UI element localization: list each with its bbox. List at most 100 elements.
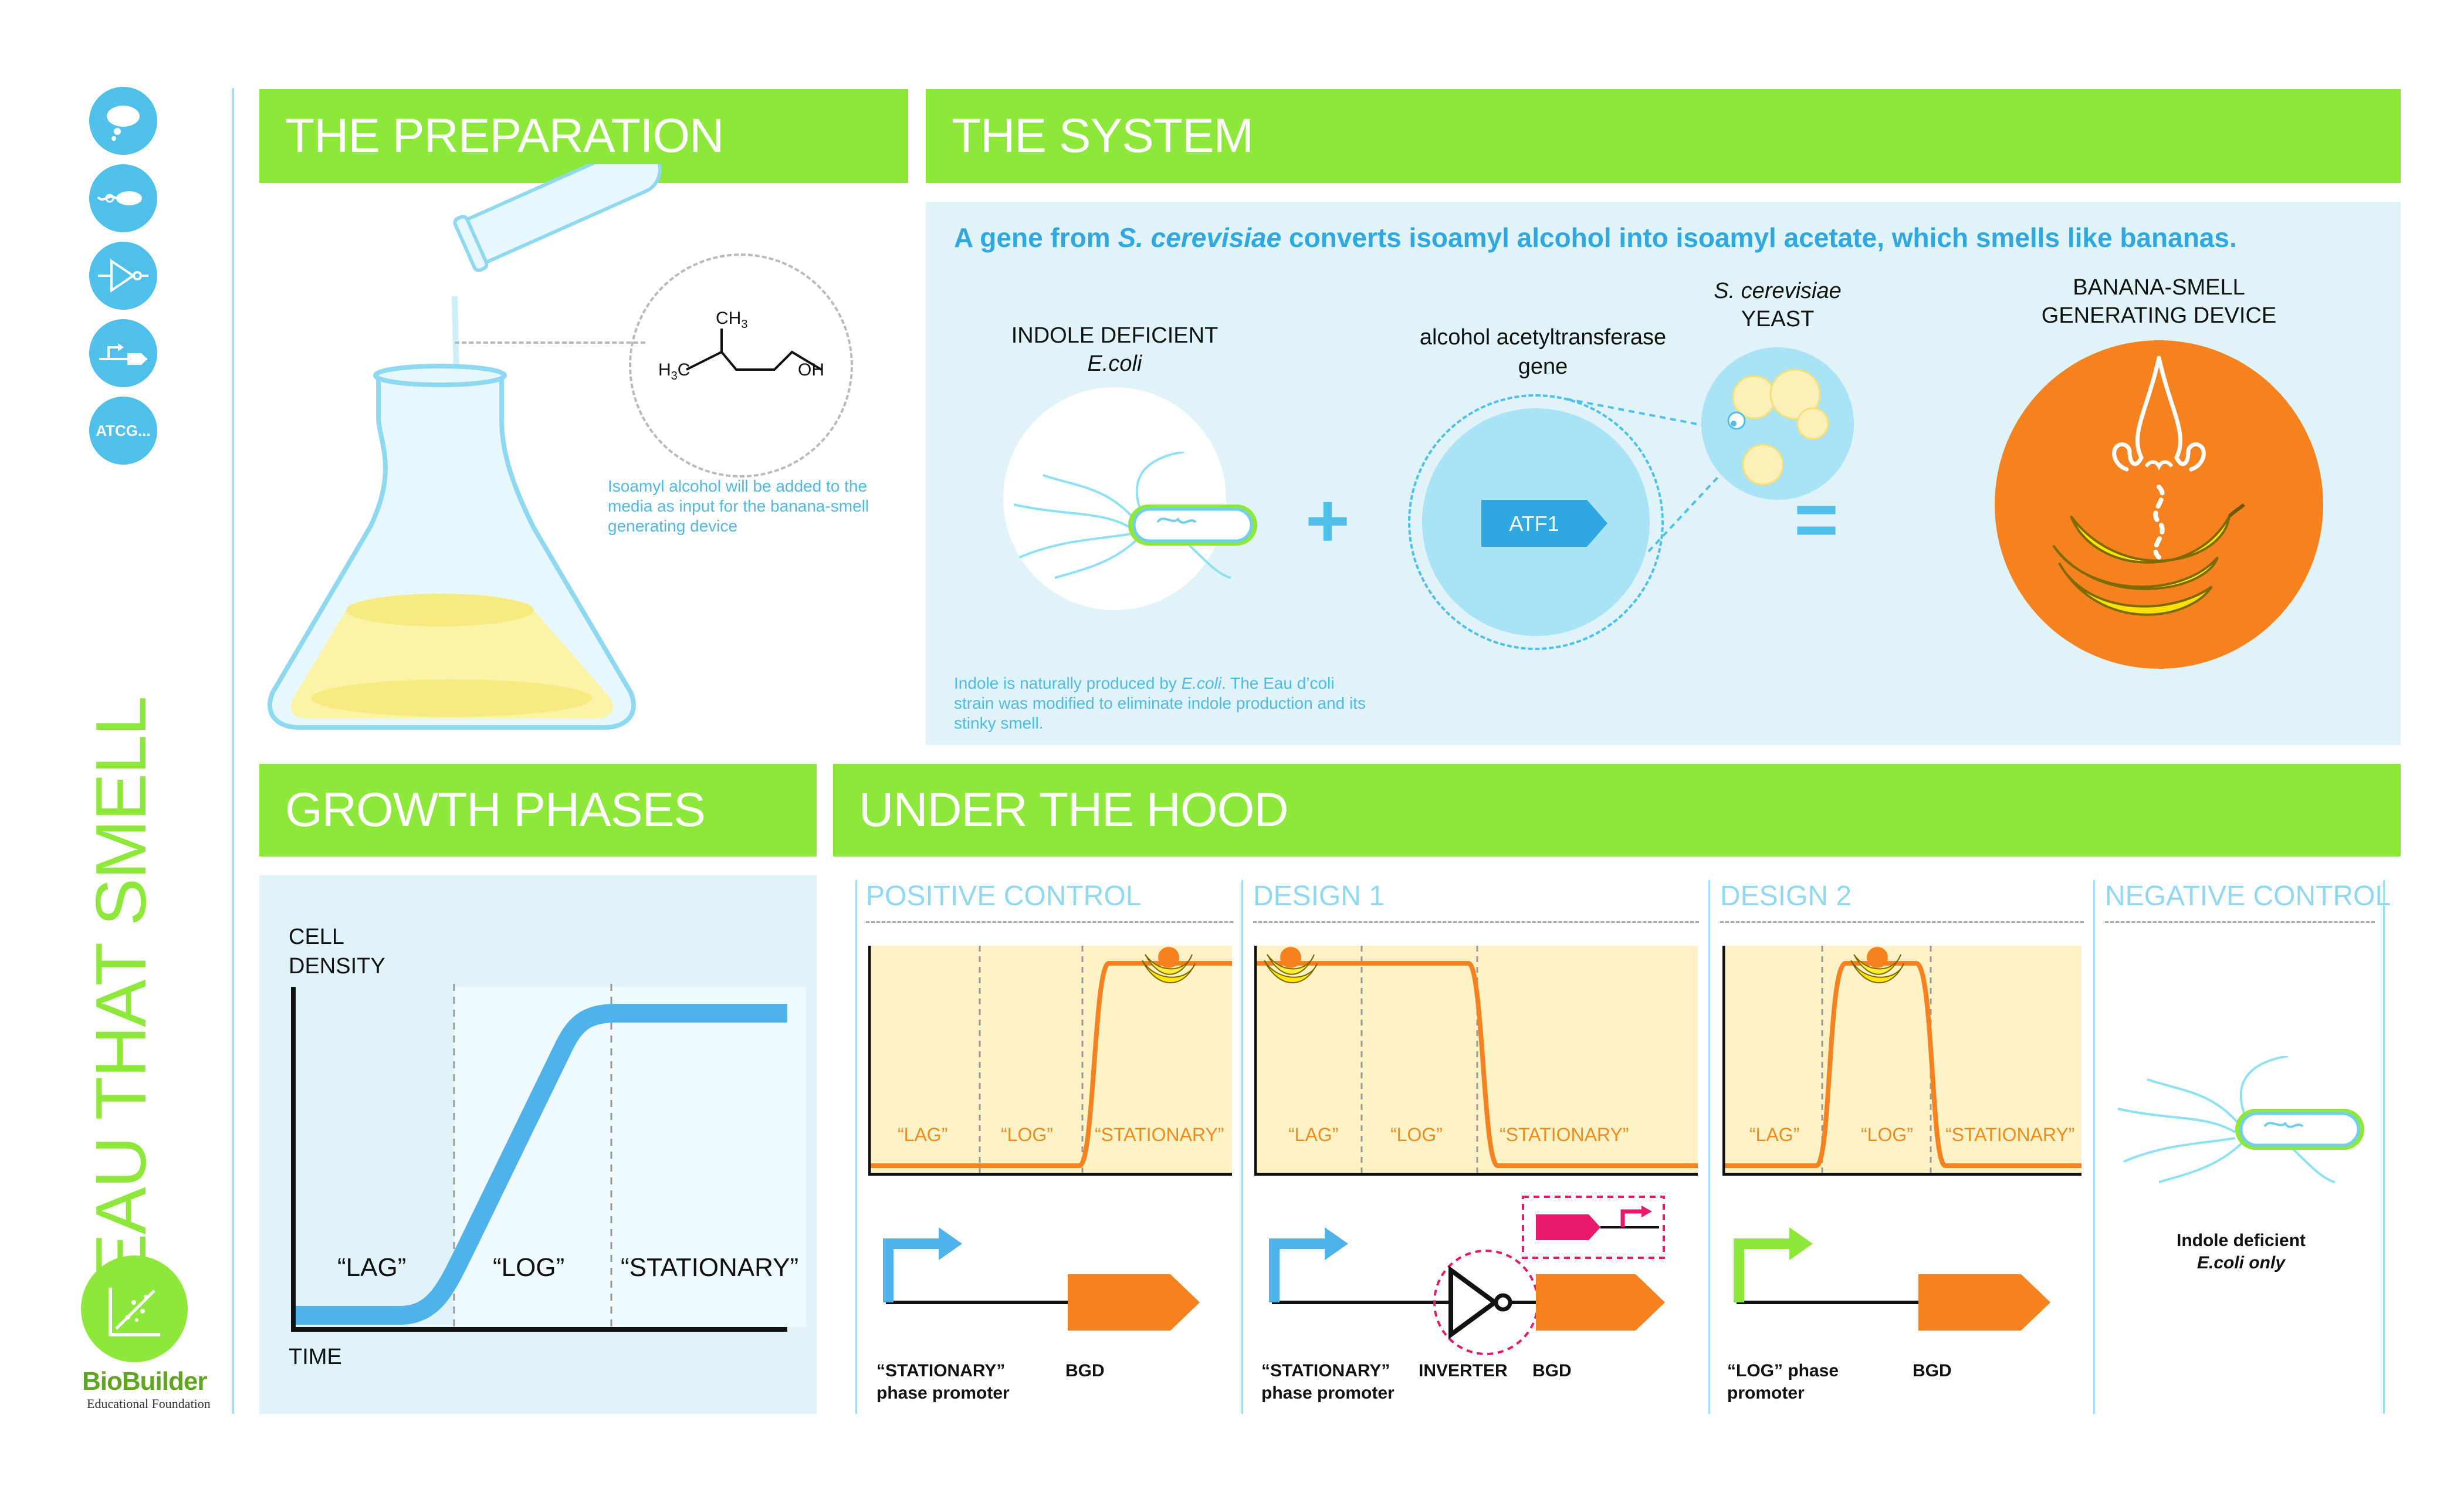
device-label-line2: GENERATING DEVICE xyxy=(2041,303,2277,328)
d2-promoter-line2: promoter xyxy=(1727,1383,1805,1403)
d2-phase-lag: “LAG” xyxy=(1749,1124,1800,1145)
plus-sign: + xyxy=(1305,478,1350,563)
biobuilder-logo-icon xyxy=(81,1255,188,1362)
preparation-title: THE PREPARATION xyxy=(285,109,724,163)
headline-pre: A gene from xyxy=(954,222,1118,253)
nc-note-line2: E.coli only xyxy=(2196,1253,2286,1272)
d1-phase-stationary: “STATIONARY” xyxy=(1500,1124,1629,1145)
sidebar-title: EAU THAT SMELL xyxy=(81,697,161,1281)
headline-post: converts isoamyl alcohol into isoamyl ac… xyxy=(1281,222,2237,253)
preparation-note: Isoamyl alcohol will be added to the med… xyxy=(608,477,869,535)
hood-title: UNDER THE HOOD xyxy=(859,783,1289,837)
positive-control-circuit xyxy=(883,1227,1200,1331)
h3c-label: H3C xyxy=(658,360,690,383)
growth-phase-lag: “LAG” xyxy=(337,1253,407,1282)
nose-banana-icon xyxy=(2052,356,2246,616)
growth-ylabel: CELL DENSITY xyxy=(289,922,385,981)
title-rule-4 xyxy=(2105,921,2375,923)
equals-sign: = xyxy=(1794,476,1839,562)
design-1-title: DESIGN 1 xyxy=(1253,881,1385,912)
ecoli-bacterium-icon xyxy=(1013,452,1257,579)
bacteria-icon[interactable] xyxy=(89,164,157,232)
ecoli-label-line1: INDOLE DEFICIENT xyxy=(1011,323,1219,348)
banana-icon xyxy=(1850,947,1904,984)
growth-title: GROWTH PHASES xyxy=(285,783,706,837)
banana-icon xyxy=(1264,947,1318,984)
d2-promoter-line1: “LOG” phase xyxy=(1727,1361,1839,1380)
ecoli-circle xyxy=(1003,387,1226,610)
d1-promoter-line2: phase promoter xyxy=(1261,1383,1395,1403)
pc-promoter-label: “STATIONARY” phase promoter xyxy=(876,1360,1010,1404)
ch3-subscript: 3 xyxy=(741,318,748,331)
hood-divider-1 xyxy=(855,880,857,1414)
yeast-connector-lines xyxy=(1566,398,1732,553)
design-2-circuit xyxy=(1734,1227,2050,1331)
d2-phase-stationary: “STATIONARY” xyxy=(1945,1124,2075,1145)
system-banner: THE SYSTEM xyxy=(926,89,2401,183)
hood-divider-5 xyxy=(2383,880,2385,1414)
growth-phase-log: “LOG” xyxy=(493,1253,565,1282)
hood-banner: UNDER THE HOOD xyxy=(833,764,2401,857)
thought-bubble-icon[interactable] xyxy=(89,87,157,155)
oh-label: OH xyxy=(798,360,824,380)
title-rule-3 xyxy=(1720,921,2084,923)
molecule-circle xyxy=(629,253,853,478)
growth-curve-chart xyxy=(291,984,806,1332)
atf1-label: ATF1 xyxy=(1509,512,1559,536)
ecoli-label-line2: E.coli xyxy=(1087,351,1142,376)
logo-brand: BioBuilder xyxy=(82,1367,207,1396)
atf1-gene-arrow xyxy=(1481,500,1607,547)
yeast-cells-icon xyxy=(1727,368,1829,486)
pc-phase-log: “LOG” xyxy=(1001,1124,1053,1145)
system-headline: A gene from S. cerevisiae converts isoam… xyxy=(954,222,2237,253)
sidebar-divider xyxy=(232,88,234,1414)
dna-icon-label: ATCG... xyxy=(96,421,151,439)
logo-subtitle: Educational Foundation xyxy=(87,1396,211,1411)
design-1-curve xyxy=(1254,946,1698,1176)
positive-control-title: POSITIVE CONTROL xyxy=(866,881,1142,912)
system-note-species: E.coli xyxy=(1181,674,1222,692)
gene-label-line2: gene xyxy=(1518,354,1568,379)
gene-dashed-ring xyxy=(1408,394,1664,650)
plasmid-icon[interactable] xyxy=(89,319,157,387)
system-title: THE SYSTEM xyxy=(952,109,1254,163)
yeast-label: S. cerevisiae YEAST xyxy=(1690,277,1866,333)
dna-sequence-icon[interactable]: ATCG... xyxy=(89,397,157,465)
banana-icon xyxy=(1142,947,1196,984)
positive-control-curve xyxy=(868,946,1232,1176)
pc-phase-lag: “LAG” xyxy=(898,1124,948,1145)
d2-promoter-label: “LOG” phase promoter xyxy=(1727,1360,1839,1404)
ecoli-bacterium-icon xyxy=(2117,1056,2364,1183)
growth-phase-stationary: “STATIONARY” xyxy=(621,1253,799,1282)
isoamyl-alcohol-structure xyxy=(686,329,823,371)
d2-phase-log: “LOG” xyxy=(1861,1124,1913,1145)
molecule-leader-line xyxy=(455,341,645,344)
device-label: BANANA-SMELL GENERATING DEVICE xyxy=(2006,273,2311,330)
d1-promoter-label: “STATIONARY” phase promoter xyxy=(1261,1360,1395,1404)
pc-promoter-line2: phase promoter xyxy=(876,1383,1010,1403)
title-rule-2 xyxy=(1253,921,1699,923)
d1-gene-label: BGD xyxy=(1532,1361,1572,1380)
negative-control-note: Indole deficient E.coli only xyxy=(2130,1230,2353,1274)
growth-ylabel-line1: CELL xyxy=(289,925,345,949)
title-rule-1 xyxy=(866,921,1233,923)
growth-xlabel: TIME xyxy=(289,1345,342,1369)
gene-label: alcohol acetyltransferase gene xyxy=(1396,323,1690,381)
device-label-line1: BANANA-SMELL xyxy=(2073,275,2245,300)
d1-promoter-line1: “STATIONARY” xyxy=(1261,1361,1390,1380)
hood-divider-2 xyxy=(1241,880,1243,1414)
d1-inverter-label: INVERTER xyxy=(1419,1361,1508,1380)
ecoli-label: INDOLE DEFICIENT E.coli xyxy=(997,321,1232,378)
headline-species: S. cerevisiae xyxy=(1118,222,1282,253)
hood-divider-4 xyxy=(2093,880,2095,1414)
nc-note-line1: Indole deficient xyxy=(2176,1231,2306,1250)
design-2-plot xyxy=(1722,946,2081,1176)
system-note-pre: Indole is naturally produced by xyxy=(954,674,1182,692)
ch3-text: CH xyxy=(716,309,742,328)
d2-gene-label: BGD xyxy=(1913,1361,1952,1380)
d1-phase-lag: “LAG” xyxy=(1288,1124,1339,1145)
d1-phase-log: “LOG” xyxy=(1390,1124,1443,1145)
h3c-subscript: 3 xyxy=(671,370,678,383)
pc-gene-label: BGD xyxy=(1065,1361,1105,1380)
inverter-icon[interactable] xyxy=(89,242,157,310)
